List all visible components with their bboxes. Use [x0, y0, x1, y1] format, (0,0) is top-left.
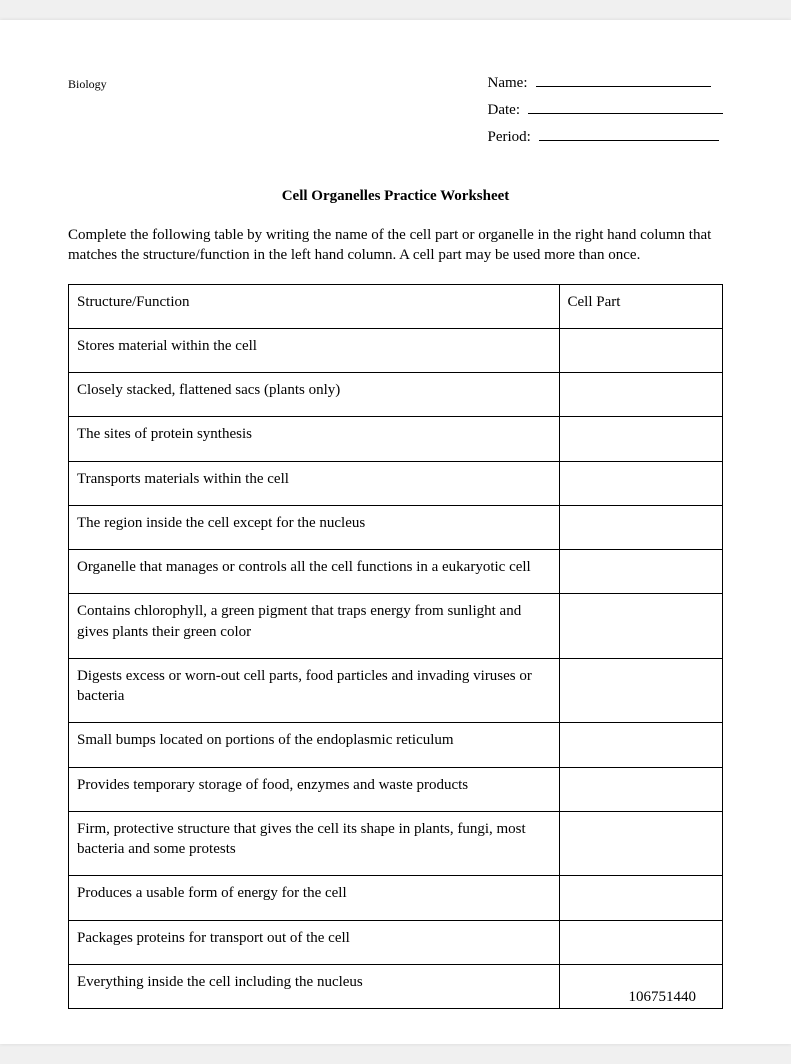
table-row: Firm, protective structure that gives th…	[69, 811, 723, 876]
structure-cell: Digests excess or worn-out cell parts, f…	[69, 658, 560, 723]
table-row: Everything inside the cell including the…	[69, 964, 723, 1008]
answer-cell[interactable]	[559, 505, 723, 549]
period-blank-line[interactable]	[539, 140, 719, 141]
table-row: Transports materials within the cell	[69, 461, 723, 505]
structure-cell: Organelle that manages or controls all t…	[69, 550, 560, 594]
answer-cell[interactable]	[559, 876, 723, 920]
table-header-row: Structure/Function Cell Part	[69, 284, 723, 328]
header-row: Biology Name: Date: Period:	[68, 75, 723, 146]
structure-cell: Closely stacked, flattened sacs (plants …	[69, 373, 560, 417]
subject-label: Biology	[68, 75, 107, 92]
answer-cell[interactable]	[559, 723, 723, 767]
name-label: Name:	[488, 75, 528, 92]
column-header-cellpart: Cell Part	[559, 284, 723, 328]
table-row: Produces a usable form of energy for the…	[69, 876, 723, 920]
structure-cell: The region inside the cell except for th…	[69, 505, 560, 549]
structure-cell: Everything inside the cell including the…	[69, 964, 560, 1008]
date-field: Date:	[488, 102, 723, 119]
structure-cell: Packages proteins for transport out of t…	[69, 920, 560, 964]
answer-cell[interactable]	[559, 767, 723, 811]
period-label: Period:	[488, 129, 531, 146]
table-row: The region inside the cell except for th…	[69, 505, 723, 549]
date-blank-line[interactable]	[528, 113, 723, 114]
structure-cell: Provides temporary storage of food, enzy…	[69, 767, 560, 811]
name-field: Name:	[488, 75, 723, 92]
table-row: Provides temporary storage of food, enzy…	[69, 767, 723, 811]
answer-cell[interactable]	[559, 658, 723, 723]
table-row: The sites of protein synthesis	[69, 417, 723, 461]
table-row: Organelle that manages or controls all t…	[69, 550, 723, 594]
structure-cell: Small bumps located on portions of the e…	[69, 723, 560, 767]
structure-cell: Firm, protective structure that gives th…	[69, 811, 560, 876]
footer-number: 106751440	[629, 989, 697, 1006]
table-row: Small bumps located on portions of the e…	[69, 723, 723, 767]
period-field: Period:	[488, 129, 723, 146]
structure-cell: Contains chlorophyll, a green pigment th…	[69, 594, 560, 659]
answer-cell[interactable]	[559, 328, 723, 372]
answer-cell[interactable]	[559, 417, 723, 461]
table-row: Contains chlorophyll, a green pigment th…	[69, 594, 723, 659]
worksheet-title: Cell Organelles Practice Worksheet	[68, 188, 723, 205]
structure-cell: The sites of protein synthesis	[69, 417, 560, 461]
answer-cell[interactable]	[559, 550, 723, 594]
date-label: Date:	[488, 102, 520, 119]
structure-cell: Produces a usable form of energy for the…	[69, 876, 560, 920]
worksheet-table: Structure/Function Cell Part Stores mate…	[68, 284, 723, 1010]
answer-cell[interactable]	[559, 373, 723, 417]
name-blank-line[interactable]	[536, 86, 711, 87]
table-row: Stores material within the cell	[69, 328, 723, 372]
answer-cell[interactable]	[559, 811, 723, 876]
answer-cell[interactable]	[559, 594, 723, 659]
answer-cell[interactable]	[559, 920, 723, 964]
worksheet-page: Biology Name: Date: Period: Cell Organel…	[0, 20, 791, 1044]
structure-cell: Stores material within the cell	[69, 328, 560, 372]
table-row: Digests excess or worn-out cell parts, f…	[69, 658, 723, 723]
table-row: Packages proteins for transport out of t…	[69, 920, 723, 964]
instructions-text: Complete the following table by writing …	[68, 225, 723, 266]
table-row: Closely stacked, flattened sacs (plants …	[69, 373, 723, 417]
column-header-structure: Structure/Function	[69, 284, 560, 328]
info-fields: Name: Date: Period:	[488, 75, 723, 146]
structure-cell: Transports materials within the cell	[69, 461, 560, 505]
answer-cell[interactable]	[559, 461, 723, 505]
